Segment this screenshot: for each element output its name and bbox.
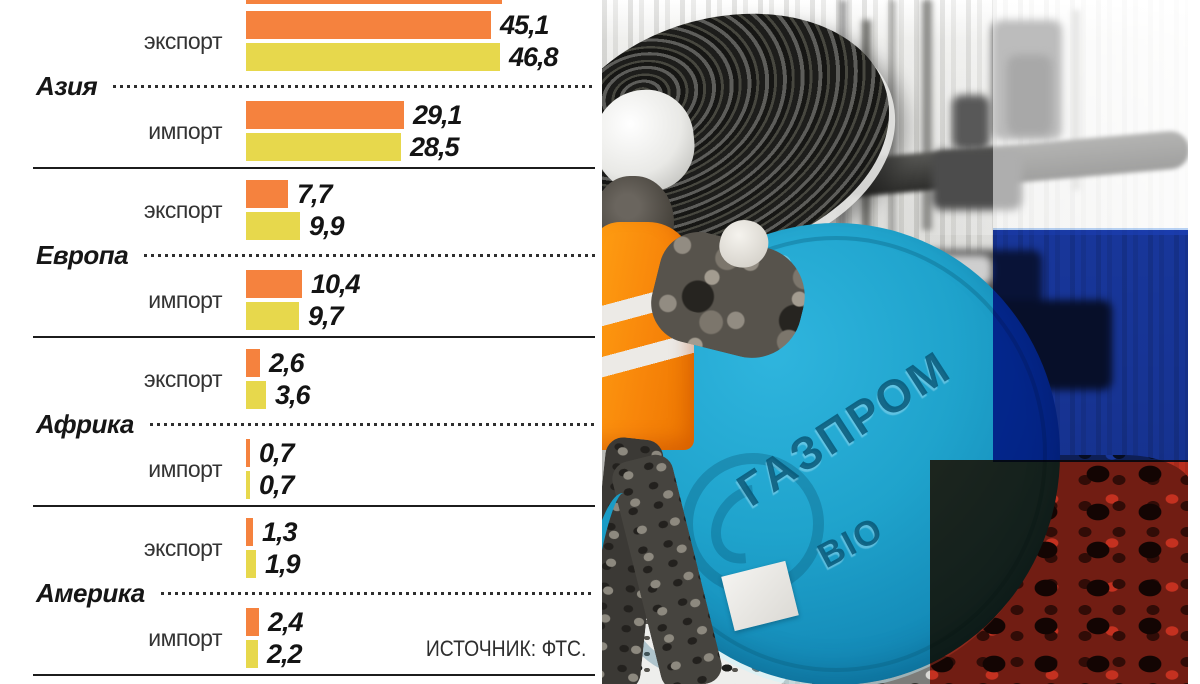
section-africa: экспорт 2,6 3,6 Африка импорт 0,7: [0, 338, 600, 507]
gazprom-pipeline-photo: ГАЗПРОМ BIO: [602, 0, 1188, 684]
bar-row: 29,1: [246, 101, 600, 129]
bar-row: 28,5: [246, 133, 600, 161]
bar-value: 46,8: [509, 41, 559, 72]
tree-trunk: [922, 0, 932, 230]
bar-value: 0,7: [259, 469, 295, 500]
pair-label: экспорт: [143, 534, 223, 561]
region-label: Америка: [36, 577, 145, 608]
bar-value: 2,4: [268, 606, 304, 637]
pair-import: импорт 2,4 2,2: [0, 608, 600, 668]
dotted-divider: [160, 591, 595, 595]
region-row: Европа: [0, 240, 600, 270]
pair-export: экспорт 7,7 9,9: [0, 180, 600, 240]
bar-value: 1,3: [262, 516, 298, 547]
bar-orange: [246, 518, 253, 546]
pair-label: импорт: [148, 455, 222, 482]
bar-yellow: [246, 471, 250, 499]
region-row: Африка: [0, 409, 600, 439]
bar-orange: [246, 439, 250, 467]
bar-value: 29,1: [413, 99, 463, 130]
region-row: Азия: [0, 71, 600, 101]
bar-row: 2,6: [246, 349, 600, 377]
bar-orange: [246, 349, 260, 377]
section-divider: [33, 336, 595, 338]
bar-yellow: [246, 381, 266, 409]
bar-value: 28,5: [410, 131, 460, 162]
pair-label: экспорт: [143, 365, 223, 392]
bar-yellow: [246, 302, 299, 330]
bar-yellow: [246, 133, 401, 161]
bar-value: 45,1: [500, 9, 550, 40]
flag-red-band: [930, 460, 1188, 684]
section-divider: [33, 167, 595, 169]
pair-label: импорт: [148, 624, 222, 651]
bar-orange: [246, 608, 259, 636]
pair-label: экспорт: [143, 196, 223, 223]
bar-row: 2,4: [246, 608, 600, 636]
dotted-divider: [149, 422, 595, 426]
bar-orange: [246, 101, 404, 129]
pair-import: импорт 0,7 0,7: [0, 439, 600, 499]
machinery-part: [952, 95, 990, 150]
bar-row: 10,4: [246, 270, 600, 298]
dotted-divider: [113, 84, 595, 88]
bar-value: 9,9: [309, 210, 345, 241]
bar-yellow: [246, 212, 300, 240]
dotted-divider: [144, 253, 595, 257]
pair-export: экспорт 1,3 1,9: [0, 518, 600, 578]
region-label: Азия: [36, 70, 98, 101]
bar-row: 46,8: [246, 43, 600, 71]
bar-orange: [246, 270, 302, 298]
pair-export: экспорт 2,6 3,6: [0, 349, 600, 409]
section-america: экспорт 1,3 1,9 Америка импорт 2,4: [0, 507, 600, 676]
bar-value: 7,7: [297, 178, 333, 209]
trade-bar-chart: экспорт 45,1 46,8 Азия импорт 29,1: [0, 0, 600, 676]
bar-row: 9,7: [246, 302, 600, 330]
pair-import: импорт 10,4 9,7: [0, 270, 600, 330]
pair-import: импорт 29,1 28,5: [0, 101, 600, 161]
section-divider: [33, 505, 595, 507]
bar-yellow: [246, 43, 500, 71]
region-row: Америка: [0, 578, 600, 608]
bar-value: 9,7: [308, 300, 344, 331]
bar-row: 7,7: [246, 180, 600, 208]
region-label: Африка: [36, 408, 134, 439]
section-divider: [33, 674, 595, 676]
bar-row: 3,6: [246, 381, 600, 409]
bar-row: 0,7: [246, 471, 600, 499]
bar-value: 10,4: [311, 268, 361, 299]
bar-row: 0,7: [246, 439, 600, 467]
pair-label: импорт: [148, 286, 222, 313]
bar-row: 1,9: [246, 550, 600, 578]
bar-orange: [246, 11, 491, 39]
pair-export: экспорт 45,1 46,8: [0, 11, 600, 71]
bar-value: 0,7: [259, 437, 295, 468]
bar-yellow: [246, 640, 258, 668]
cropped-top-bar: [246, 0, 502, 4]
flag-white-band: [993, 0, 1188, 230]
bar-row: 9,9: [246, 212, 600, 240]
section-europe: экспорт 7,7 9,9 Европа импорт 10,4: [0, 169, 600, 338]
bar-orange: [246, 180, 288, 208]
bar-value: 2,2: [267, 638, 303, 669]
flag-blue-band: [993, 228, 1188, 462]
bar-value: 2,6: [269, 347, 305, 378]
bar-row: 1,3: [246, 518, 600, 546]
pair-label: импорт: [148, 117, 222, 144]
bar-row: 45,1: [246, 11, 600, 39]
bar-row: 2,2: [246, 640, 600, 668]
source-label: ИСТОЧНИК: ФТС.: [425, 636, 586, 661]
section-asia: экспорт 45,1 46,8 Азия импорт 29,1: [0, 0, 600, 169]
bar-yellow: [246, 550, 256, 578]
tree-trunk: [890, 0, 895, 240]
bar-value: 3,6: [275, 379, 311, 410]
bar-value: 1,9: [265, 548, 301, 579]
pair-label: экспорт: [143, 27, 223, 54]
region-label: Европа: [36, 239, 129, 270]
